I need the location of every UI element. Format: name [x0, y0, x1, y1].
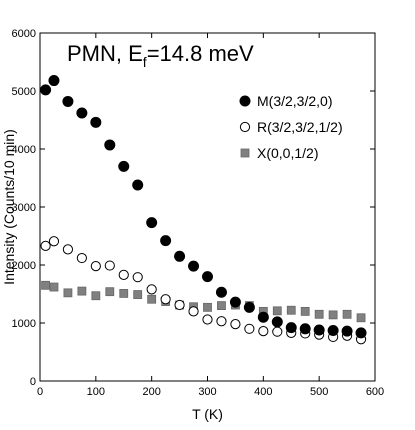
data-point [258, 326, 269, 337]
y-tick-label: 3000 [12, 202, 36, 214]
data-point [133, 290, 143, 299]
chart-title-rest: =14.8 meV [147, 41, 254, 66]
data-point [356, 313, 366, 323]
x-tick-label: 200 [142, 386, 160, 398]
data-point [285, 322, 297, 334]
data-point [132, 272, 143, 283]
data-point [202, 314, 213, 325]
data-point [119, 289, 129, 298]
chart-title-subscript: f [143, 54, 147, 70]
data-point [202, 271, 213, 283]
data-point [76, 252, 87, 264]
x-tick-label: 300 [198, 386, 216, 398]
data-point [300, 306, 310, 316]
legend: M(3/2,3/2,0) R(3/2,3/2,1/2) X(0,0,1/2) [239, 93, 343, 161]
data-point [257, 311, 269, 323]
data-point [188, 306, 199, 317]
data-point [105, 287, 115, 297]
data-point [160, 294, 171, 305]
y-tick-label: 1000 [12, 318, 36, 330]
legend-label: R(3/2,3/2,1/2) [257, 119, 343, 135]
legend-marker [239, 95, 251, 107]
data-point [90, 116, 102, 128]
data-point [216, 316, 227, 327]
x-tick-label: 0 [37, 386, 43, 398]
data-point [40, 240, 51, 251]
data-point [229, 296, 241, 308]
legend-marker [240, 148, 250, 158]
legend-marker [239, 121, 251, 133]
data-point [40, 84, 52, 96]
data-point [314, 309, 324, 319]
data-point [146, 284, 157, 295]
x-tick-label: 100 [87, 386, 105, 398]
data-point [328, 310, 338, 320]
data-point [63, 288, 73, 298]
data-point [160, 235, 172, 247]
data-point [146, 217, 158, 229]
data-point [327, 325, 339, 337]
data-point [49, 282, 59, 292]
y-tick-label: 4000 [12, 144, 36, 156]
data-point [48, 75, 60, 87]
data-point [118, 160, 130, 172]
legend-label: M(3/2,3/2,0) [257, 93, 332, 109]
data-marks [40, 75, 367, 345]
data-point [188, 260, 200, 272]
chart-title-main: PMN, E [67, 41, 143, 66]
data-point [132, 179, 144, 191]
chart-title: PMN, Ef=14.8 meV [67, 41, 254, 70]
y-tick-label: 2000 [12, 260, 36, 272]
data-point [215, 286, 227, 298]
data-point [271, 316, 283, 328]
series-1-points [40, 236, 367, 345]
x-axis-label: T (K) [192, 406, 223, 422]
data-point [62, 95, 74, 107]
data-point [174, 250, 186, 262]
data-point [313, 324, 325, 336]
data-point [230, 319, 241, 330]
legend-label: X(0,0,1/2) [257, 145, 318, 161]
y-tick-label: 5000 [12, 86, 36, 98]
data-point [355, 327, 367, 339]
y-tick-label: 0 [30, 376, 36, 388]
data-point [203, 302, 212, 312]
axis-ticks: 0 100 200 300 400 500 600010002000300040005000… [12, 28, 385, 398]
series-0-points [40, 75, 367, 339]
data-point [217, 301, 226, 311]
data-point [243, 301, 255, 313]
data-point [76, 107, 88, 119]
x-tick-label: 400 [254, 386, 272, 398]
data-point [272, 326, 283, 337]
data-point [91, 291, 101, 301]
data-point [174, 299, 185, 311]
data-point [62, 244, 74, 255]
x-tick-label: 500 [310, 386, 328, 398]
y-tick-label: 6000 [12, 28, 36, 40]
data-point [341, 325, 353, 337]
data-point [342, 309, 352, 319]
data-point [118, 269, 129, 280]
y-axis-label: Intensity (Counts/10 min) [1, 129, 17, 285]
data-point [104, 260, 115, 271]
data-point [244, 323, 255, 334]
data-point [48, 236, 60, 247]
data-point [90, 261, 101, 272]
data-point [299, 323, 311, 335]
data-point [104, 139, 116, 151]
x-tick-label: 600 [366, 386, 384, 398]
data-point [286, 305, 296, 315]
data-point [77, 286, 87, 296]
data-point [147, 294, 157, 304]
data-point [41, 280, 50, 290]
data-point [272, 306, 282, 316]
